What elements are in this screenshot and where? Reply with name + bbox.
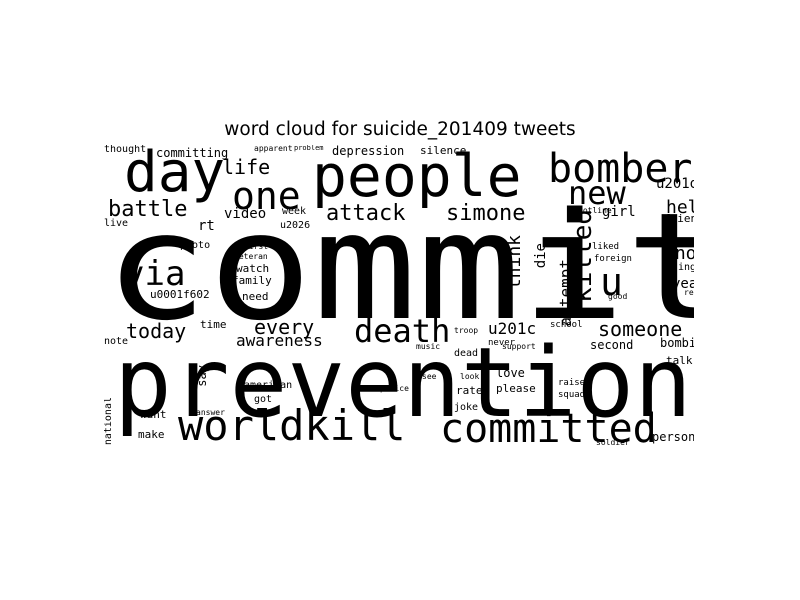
word: week <box>282 206 307 217</box>
word: attempt <box>556 259 575 327</box>
word: think <box>504 235 525 290</box>
word: photo <box>180 240 211 251</box>
word: veteran <box>234 252 268 261</box>
word: report <box>684 288 694 297</box>
word: year <box>672 276 694 292</box>
word: u <box>600 260 623 304</box>
word: got <box>254 394 273 405</box>
word-cloud: commit prevention people day bomber worl… <box>104 145 694 451</box>
word: music <box>416 342 441 351</box>
word: u2019 <box>321 249 335 286</box>
word: via <box>124 254 186 294</box>
word: bomber <box>548 146 693 192</box>
word: depression <box>332 145 405 158</box>
word: help <box>666 197 694 218</box>
word: hotline <box>578 206 612 215</box>
word: american <box>244 380 293 391</box>
chart-title: word cloud for suicide_201409 tweets <box>224 119 576 140</box>
word: talk <box>666 354 693 367</box>
word: rt <box>198 218 215 234</box>
word: school <box>550 320 583 330</box>
word: joke <box>454 402 479 413</box>
word: girl <box>602 204 636 220</box>
word: apparent <box>254 145 293 153</box>
word: prevention <box>114 327 692 439</box>
word: want <box>140 408 167 421</box>
word: friend <box>664 212 694 225</box>
word: never <box>488 338 516 348</box>
word: need <box>242 290 269 303</box>
word: thought <box>104 145 147 155</box>
word: problem <box>294 145 324 152</box>
word: today <box>126 319 187 343</box>
word: troop <box>454 326 479 335</box>
word: battle <box>108 197 188 222</box>
word: worldkill <box>178 401 406 450</box>
word: answer <box>196 408 225 417</box>
word: silence <box>420 145 467 157</box>
word: person <box>652 430 694 444</box>
word: note <box>104 336 129 347</box>
word: life <box>222 155 271 179</box>
word: first <box>244 242 269 251</box>
word: raise <box>558 378 586 388</box>
word: make <box>138 428 165 441</box>
word: family <box>232 274 272 287</box>
word: u201d <box>656 176 694 192</box>
word: u2026 <box>280 220 311 231</box>
word: foreign <box>594 254 632 264</box>
word: committed <box>440 406 657 451</box>
word: liked <box>592 242 620 252</box>
word: one <box>232 174 301 218</box>
word: dead <box>454 348 479 359</box>
word: people <box>312 145 522 210</box>
word: watch <box>236 262 270 275</box>
word: squad <box>558 390 586 400</box>
word: good <box>608 292 628 301</box>
word: know <box>664 243 694 264</box>
word: awareness <box>236 331 323 350</box>
word: rate <box>456 384 483 397</box>
word: time <box>200 318 227 331</box>
word: simone <box>446 201 526 226</box>
word: day <box>124 145 226 205</box>
word: committing <box>156 146 229 160</box>
word: love <box>496 366 525 380</box>
word: please <box>496 382 536 395</box>
word: commit <box>104 181 694 353</box>
word: police <box>380 384 409 393</box>
word: soldier <box>596 438 630 447</box>
word: say <box>195 365 209 387</box>
word: u0001f602 <box>150 288 210 301</box>
word: die <box>533 243 549 269</box>
word: singer <box>672 262 694 273</box>
word: attack <box>326 201 406 226</box>
word: bombing <box>660 336 694 350</box>
word: u201c <box>488 319 537 338</box>
word: death <box>354 312 451 350</box>
word: national <box>104 397 114 446</box>
word: someone <box>598 317 683 341</box>
word: live <box>104 218 129 229</box>
word: second <box>590 338 634 352</box>
word: see <box>422 372 437 381</box>
word: new <box>568 174 626 212</box>
word: every <box>254 315 315 339</box>
word: video <box>224 206 267 222</box>
word: support <box>502 342 536 351</box>
word: look <box>460 372 480 381</box>
